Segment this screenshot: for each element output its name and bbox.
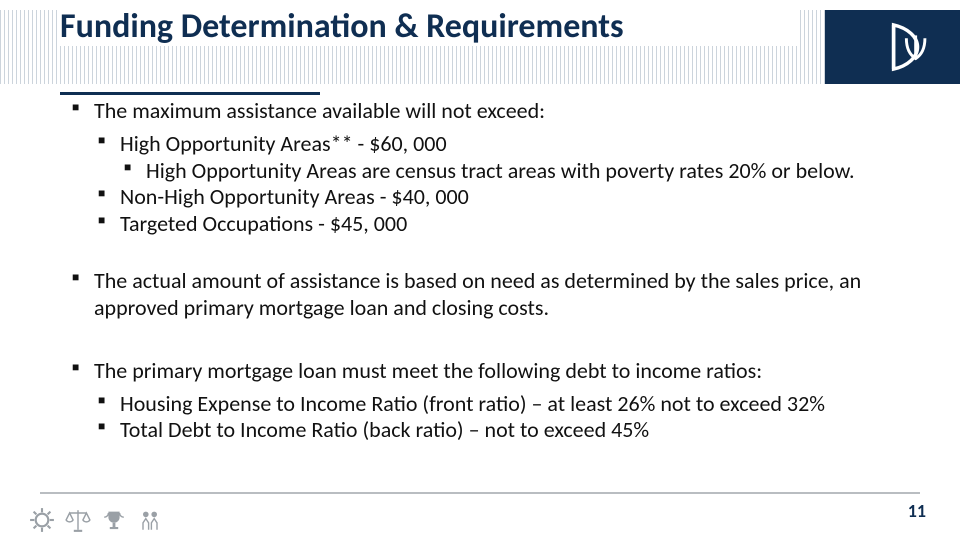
slide: Funding Determination & Requirements The…	[0, 0, 960, 540]
page-number: 11	[908, 500, 926, 522]
content-area: The maximum assistance available will no…	[72, 98, 908, 444]
title-underline	[60, 92, 320, 95]
bullet-l2: Non-High Opportunity Areas - $40, 000	[98, 184, 908, 211]
bullet-l2: Targeted Occupations - $45, 000	[98, 211, 908, 238]
slide-title: Funding Determination & Requirements	[60, 6, 800, 46]
trophy-icon	[100, 506, 128, 534]
bullet-l1: The primary mortgage loan must meet the …	[72, 358, 908, 385]
bullet-l3: High Opportunity Areas are census tract …	[124, 158, 908, 185]
bullet-l2: High Opportunity Areas** - $60, 000	[98, 131, 908, 158]
footer-rule	[40, 492, 920, 494]
scales-icon	[64, 506, 92, 534]
dallas-logo-icon	[882, 18, 940, 76]
bullet-l2: Housing Expense to Income Ratio (front r…	[98, 391, 908, 418]
footer-icons	[28, 498, 164, 534]
people-icon	[136, 506, 164, 534]
bullet-l1: The actual amount of assistance is based…	[72, 268, 908, 322]
bullet-l1: The maximum assistance available will no…	[72, 98, 908, 125]
gear-icon	[28, 506, 56, 534]
bullet-l2: Total Debt to Income Ratio (back ratio) …	[98, 417, 908, 444]
